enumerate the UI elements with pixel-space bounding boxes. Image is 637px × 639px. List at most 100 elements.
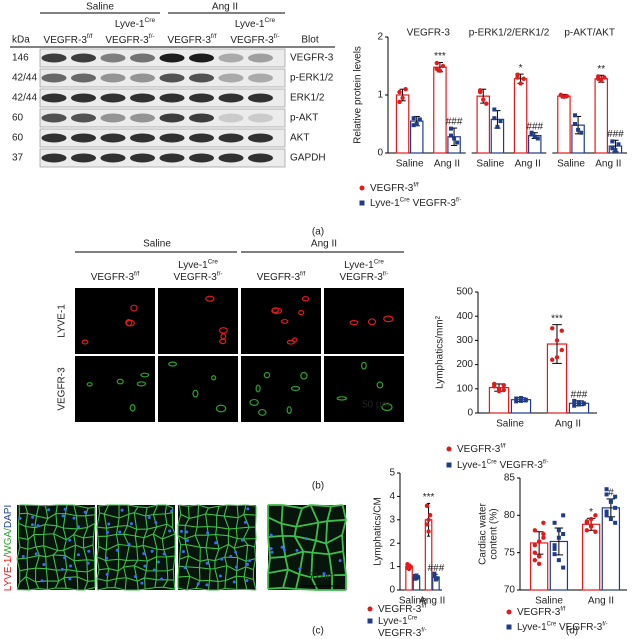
superscript: f/- [217,270,223,277]
data-point [550,357,555,362]
data-point [492,107,497,112]
band [41,53,67,63]
legend-marker [506,624,512,630]
genotype-label: VEGFR-3f/f [168,33,217,46]
nucleus [234,565,238,569]
genotype-label: VEGFR-3f/- [105,33,154,46]
nucleus [105,530,109,534]
data-point [584,528,590,533]
stained-vessel [130,304,138,312]
data-point [536,554,542,559]
text-part: Lyve-1 [457,460,487,471]
data-point [558,92,564,98]
stain-label: LYVE-1/WGA/DAPI [3,505,14,592]
text-part: VEGFR-3 [230,35,274,46]
nucleus [183,566,187,570]
y-axis-label: Cardiac water [478,502,489,564]
data-point [519,395,524,400]
data-point [564,93,570,99]
band [100,73,126,83]
superscript: Cre [487,458,498,465]
band [248,113,273,123]
text-part: VEGFR-3 [556,622,603,633]
nucleus [86,561,90,565]
band [189,53,214,63]
significance: * [519,63,523,74]
band [71,133,96,143]
band [189,153,214,163]
data-point [496,389,502,394]
band [189,113,214,123]
nucleus [61,514,65,518]
data-point [561,565,566,570]
data-point [541,531,546,537]
stained-vessel [367,318,377,326]
nucleus [218,574,222,578]
text-part: VEGFR-3 [410,198,457,209]
y-tick-label: 5 [389,468,395,479]
y-axis-label: content (%) [489,508,500,559]
legend-label: Lyve-1Cre VEGFR-3f/- [517,621,608,632]
text-part: VEGFR-3 [457,444,501,455]
stained-vessel [349,320,359,326]
condition-label: Saline [143,239,171,250]
data-point [595,76,601,81]
nucleus [30,523,34,527]
stained-vessel [381,403,393,412]
data-point [593,513,598,518]
text-part: VEGFR-3 [174,272,218,283]
nucleus [34,552,38,556]
superscript: Cre [264,17,275,24]
text-part: VEGFR-3 [517,607,561,618]
data-point [559,347,564,353]
bar [557,95,571,154]
band [189,93,214,103]
nucleus [243,520,247,524]
protein-label: VEGFR-3 [290,53,334,64]
significance: # [608,488,614,499]
stained-vessel [125,319,135,327]
band [130,133,155,143]
data-point [552,546,557,551]
stained-vessel [219,338,227,345]
text-part: VEGFR-3 [91,272,135,283]
scale-bar-label: 50 μm [362,400,390,411]
significance: ### [526,121,543,132]
column-label: VEGFR-3f/- [174,270,223,283]
y-tick-label: 0 [467,408,473,419]
row-label: VEGFR-3 [57,367,68,411]
band [159,133,185,143]
text-part: Lyve-1 [370,198,400,209]
protein-label: AKT [290,133,309,144]
nucleus [240,538,244,542]
nucleus [245,562,249,566]
panel-label: (d) [566,626,578,637]
micrograph [241,356,321,422]
data-point [577,402,582,407]
text-part: VEGFR-3 [257,272,301,283]
band [218,53,244,63]
bar [513,78,528,154]
nucleus [170,509,174,513]
nucleus [115,548,119,552]
data-point [532,134,537,139]
genotype-label: Lyve-1Cre [115,17,156,30]
superscript: f/f [560,606,565,612]
band [71,53,96,63]
data-point [602,75,607,80]
cell-borders [16,504,96,591]
stained-vessel [215,404,227,413]
y-tick-label: 200 [456,359,473,370]
superscript: f/- [149,33,155,40]
data-point [481,97,486,102]
data-point [613,505,618,510]
nucleus [295,548,299,552]
band [130,113,155,123]
data-point [573,122,578,126]
data-point [552,520,557,525]
band [41,73,67,83]
data-point [501,387,506,393]
band [248,73,273,83]
stained-vessel [129,404,136,412]
kda-label: 146 [12,53,29,64]
